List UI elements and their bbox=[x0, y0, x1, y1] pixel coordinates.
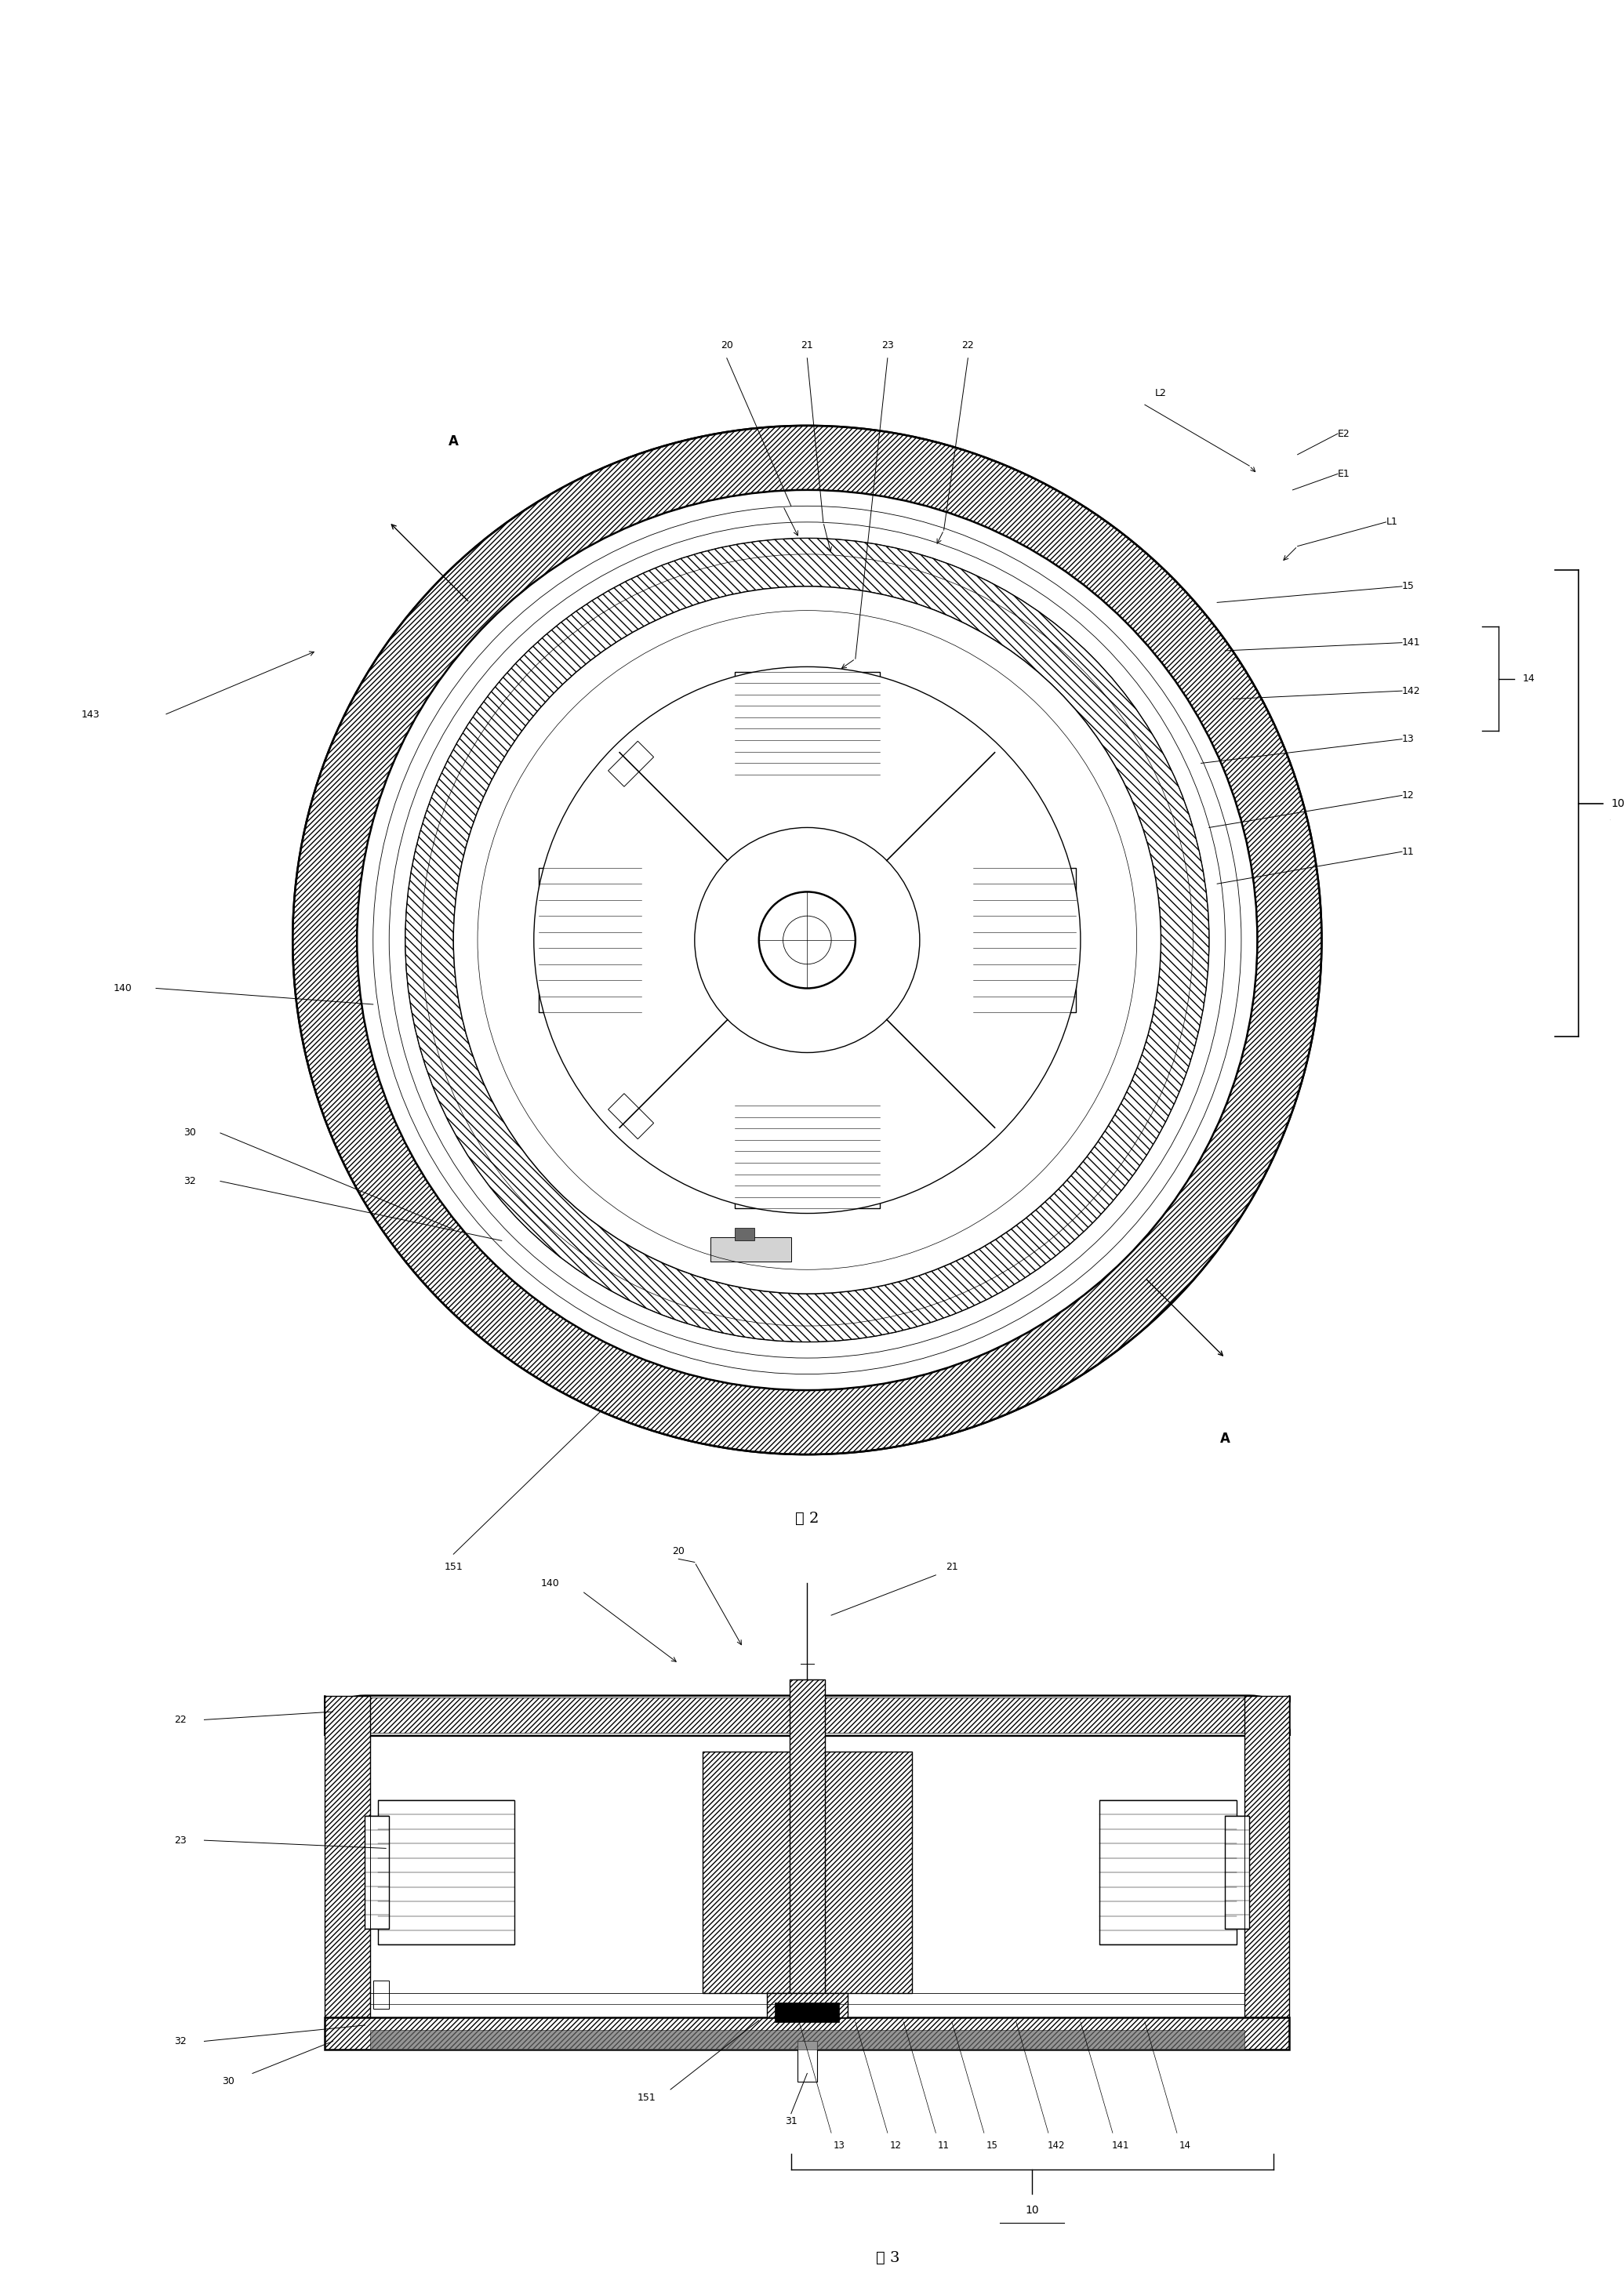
Polygon shape bbox=[609, 1093, 654, 1139]
Text: 22: 22 bbox=[174, 1714, 187, 1725]
Bar bbox=[325, 1696, 370, 2016]
Bar bbox=[797, 2041, 817, 2082]
Text: 10: 10 bbox=[1611, 798, 1624, 809]
Text: 141: 141 bbox=[1112, 2141, 1130, 2150]
Text: 30: 30 bbox=[184, 1127, 197, 1139]
Bar bbox=[734, 1105, 880, 1209]
Text: 143: 143 bbox=[81, 709, 99, 721]
Text: E1: E1 bbox=[1338, 468, 1350, 480]
Bar bbox=[703, 1752, 911, 1993]
Bar bbox=[703, 1752, 911, 1993]
Text: 13: 13 bbox=[1402, 734, 1415, 743]
Text: 23: 23 bbox=[882, 341, 893, 350]
Text: E2: E2 bbox=[1338, 430, 1350, 439]
Text: 13: 13 bbox=[833, 2141, 844, 2150]
Text: 30: 30 bbox=[222, 2075, 234, 2087]
Bar bbox=[325, 2016, 1289, 2050]
Text: L1: L1 bbox=[1385, 516, 1398, 527]
Text: 32: 32 bbox=[184, 1175, 197, 1187]
Text: 12: 12 bbox=[890, 2141, 901, 2150]
Text: 23: 23 bbox=[174, 1834, 187, 1846]
Circle shape bbox=[534, 666, 1080, 1214]
Bar bbox=[789, 1680, 825, 1993]
Bar bbox=[365, 1816, 390, 1930]
Bar bbox=[1244, 1696, 1289, 2016]
Text: 31: 31 bbox=[784, 2116, 797, 2128]
Bar bbox=[539, 868, 641, 1011]
Text: 15: 15 bbox=[1402, 582, 1415, 591]
Text: 图 2: 图 2 bbox=[796, 1512, 818, 1525]
Circle shape bbox=[453, 586, 1161, 1293]
Text: 141: 141 bbox=[1402, 636, 1421, 648]
Text: 20: 20 bbox=[672, 1546, 685, 1557]
Text: 14: 14 bbox=[1179, 2141, 1190, 2150]
Text: 151: 151 bbox=[637, 2093, 656, 2103]
Text: 图 3: 图 3 bbox=[875, 2250, 900, 2266]
Text: 21: 21 bbox=[945, 1562, 958, 1573]
Text: A: A bbox=[448, 434, 458, 448]
Text: 20: 20 bbox=[721, 341, 732, 350]
Text: 11: 11 bbox=[1402, 846, 1415, 857]
Bar bbox=[374, 1980, 390, 2009]
Text: 140: 140 bbox=[114, 984, 132, 993]
Text: 32: 32 bbox=[174, 2037, 187, 2046]
Bar bbox=[734, 1227, 754, 1241]
Bar bbox=[1224, 1816, 1249, 1930]
Text: 10: 10 bbox=[1025, 2205, 1039, 2216]
Text: 14: 14 bbox=[1523, 673, 1535, 684]
Circle shape bbox=[695, 827, 919, 1052]
Text: 22: 22 bbox=[961, 341, 974, 350]
Bar bbox=[767, 1993, 848, 2016]
Text: 142: 142 bbox=[1047, 2141, 1065, 2150]
FancyBboxPatch shape bbox=[325, 1696, 1289, 1737]
Polygon shape bbox=[609, 741, 654, 786]
Text: 12: 12 bbox=[1402, 791, 1415, 800]
Text: 140: 140 bbox=[541, 1577, 559, 1589]
Bar bbox=[1244, 1696, 1289, 2016]
Bar bbox=[711, 1237, 791, 1262]
Text: 15: 15 bbox=[986, 2141, 997, 2150]
Text: 142: 142 bbox=[1402, 686, 1421, 696]
Text: A: A bbox=[1220, 1432, 1231, 1446]
Text: L2: L2 bbox=[1155, 389, 1166, 398]
Bar bbox=[378, 1800, 515, 1946]
Text: 11: 11 bbox=[939, 2141, 950, 2150]
Bar bbox=[973, 868, 1075, 1011]
Bar bbox=[775, 2003, 840, 2023]
Text: 151: 151 bbox=[443, 1562, 463, 1573]
Bar bbox=[370, 2030, 1244, 2050]
Bar bbox=[734, 671, 880, 775]
Bar bbox=[767, 1993, 848, 2016]
Bar bbox=[325, 1696, 370, 2016]
Bar bbox=[789, 1680, 825, 1993]
Bar bbox=[325, 2016, 1289, 2050]
Bar bbox=[1099, 1800, 1236, 1946]
Text: 21: 21 bbox=[801, 341, 814, 350]
